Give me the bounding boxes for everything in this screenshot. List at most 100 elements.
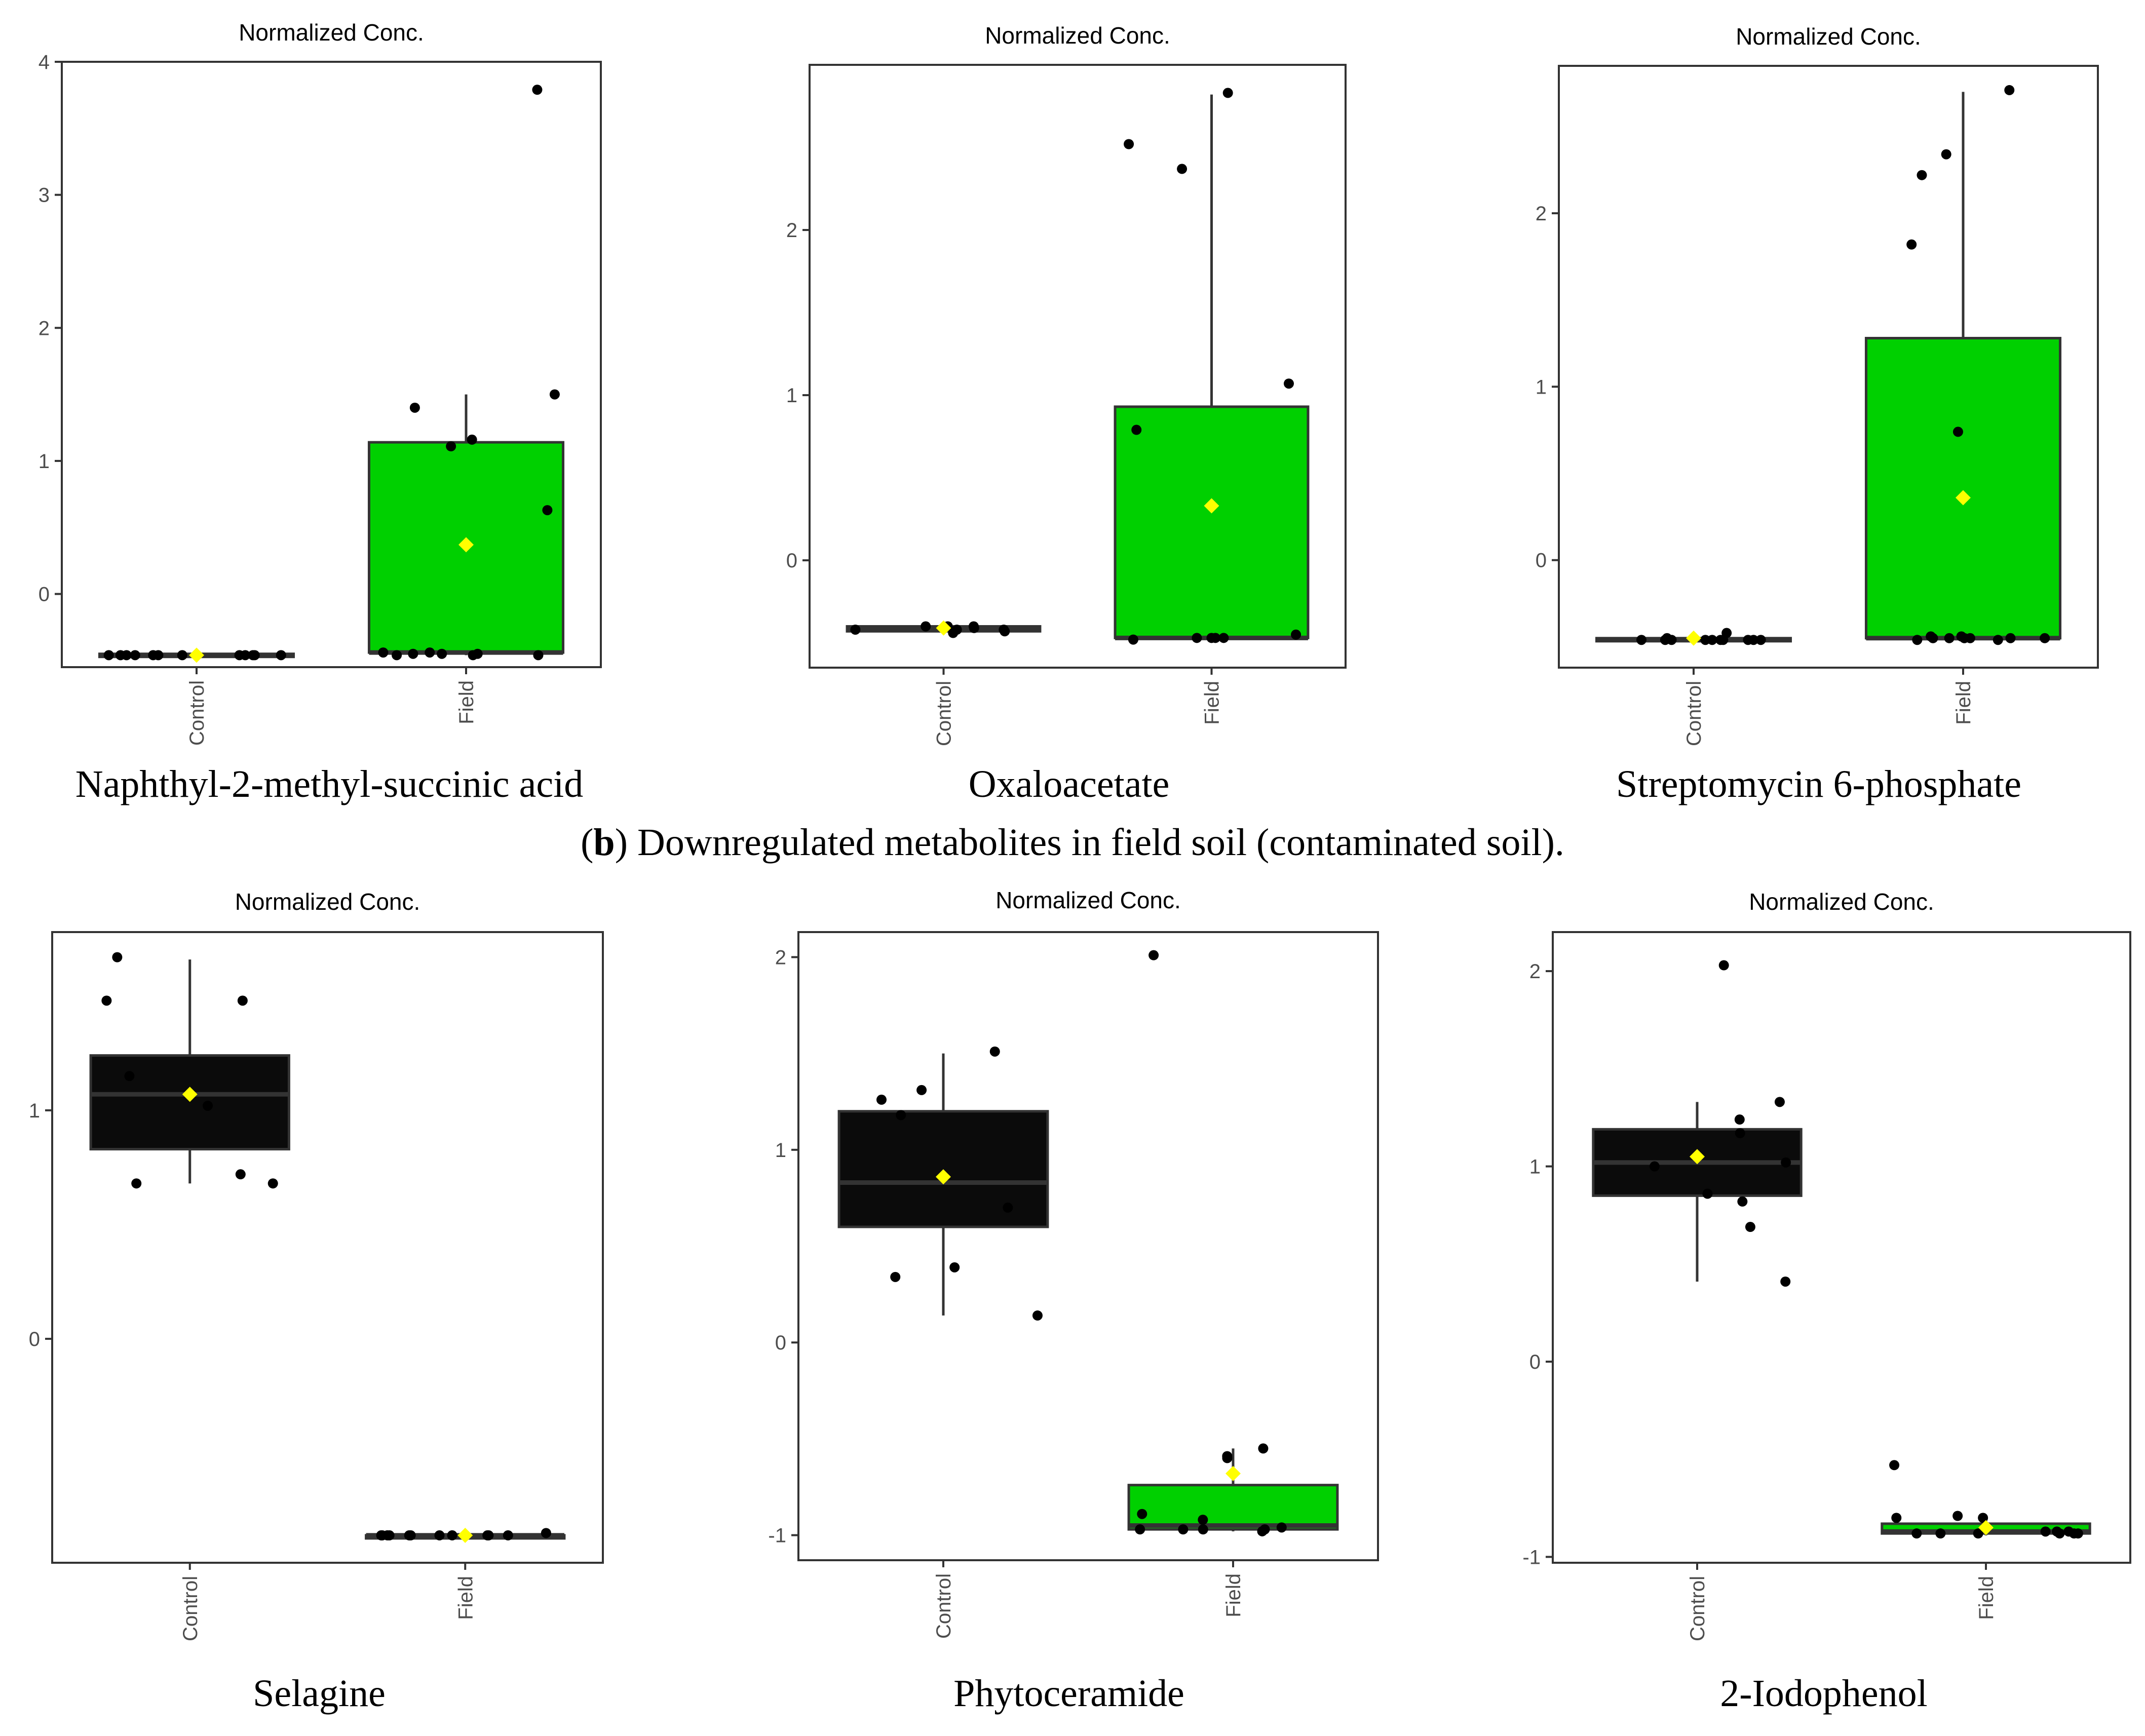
data-point-iodophenol-field xyxy=(2040,1526,2051,1537)
data-point-naphthyl-control xyxy=(121,650,132,661)
x-label-streptomycin-field: Field xyxy=(1952,681,1975,725)
data-point-oxaloacetate-control xyxy=(948,628,959,638)
data-point-streptomycin-control xyxy=(1666,635,1677,645)
y-tick-label-phytoceramide: -1 xyxy=(768,1525,786,1547)
y-tick-label-oxaloacetate: 1 xyxy=(786,384,797,407)
data-point-streptomycin-field xyxy=(1928,633,1938,643)
data-point-iodophenol-control xyxy=(1745,1222,1755,1232)
mean-marker-naphthyl-control xyxy=(189,647,204,663)
y-tick-label-streptomycin: 1 xyxy=(1536,376,1547,398)
mean-marker-oxaloacetate-field xyxy=(1204,498,1219,514)
y-tick-label-iodophenol: 2 xyxy=(1529,960,1541,983)
data-point-iodophenol-control xyxy=(1718,960,1729,971)
data-point-selagine-field xyxy=(541,1528,551,1538)
data-point-iodophenol-field xyxy=(1935,1528,1946,1539)
data-point-selagine-control xyxy=(267,1178,278,1189)
data-point-iodophenol-field xyxy=(1891,1513,1902,1523)
chart-title-phytoceramide: Normalized Conc. xyxy=(995,887,1181,913)
data-point-phytoceramide-control xyxy=(989,1046,1000,1057)
y-tick-label-selagine: 1 xyxy=(29,1100,40,1122)
data-point-naphthyl-field xyxy=(532,85,543,95)
data-point-selagine-control xyxy=(131,1178,142,1189)
data-point-naphthyl-field xyxy=(378,647,389,658)
panel-name-streptomycin: Streptomycin 6-phosphate xyxy=(1616,763,2021,805)
data-point-selagine-control xyxy=(203,1100,213,1111)
mean-marker-selagine-control xyxy=(182,1087,198,1102)
data-point-phytoceramide-control xyxy=(1003,1202,1013,1213)
mean-marker-oxaloacetate-control xyxy=(936,620,951,636)
mean-marker-phytoceramide-control xyxy=(936,1169,951,1185)
data-point-phytoceramide-control xyxy=(916,1085,927,1095)
data-point-iodophenol-control xyxy=(1734,1114,1745,1125)
y-tick-label-phytoceramide: 0 xyxy=(775,1332,786,1354)
mean-marker-iodophenol-field xyxy=(1978,1520,1994,1535)
data-point-naphthyl-field xyxy=(446,441,456,452)
data-point-selagine-control xyxy=(124,1071,135,1082)
data-point-phytoceramide-control xyxy=(876,1094,887,1105)
data-point-selagine-field xyxy=(447,1530,457,1540)
data-point-naphthyl-field xyxy=(467,434,477,445)
data-point-iodophenol-field xyxy=(1973,1528,1983,1539)
data-point-oxaloacetate-control xyxy=(850,625,861,635)
y-tick-label-oxaloacetate: 2 xyxy=(786,219,797,242)
data-point-selagine-control xyxy=(235,1169,246,1180)
y-tick-label-naphthyl: 1 xyxy=(39,450,50,473)
y-tick-label-streptomycin: 2 xyxy=(1536,203,1547,225)
data-point-streptomycin-field xyxy=(1959,633,1970,643)
data-point-naphthyl-control xyxy=(148,650,159,661)
data-point-phytoceramide-field xyxy=(1148,950,1159,960)
panel-name-oxaloacetate: Oxaloacetate xyxy=(968,763,1170,805)
data-point-naphthyl-field xyxy=(468,650,478,661)
data-point-streptomycin-field xyxy=(1941,149,1951,160)
data-point-iodophenol-field xyxy=(2073,1528,2083,1539)
data-point-naphthyl-control xyxy=(276,650,286,661)
x-label-naphthyl-control: Control xyxy=(186,680,208,746)
data-point-phytoceramide-field xyxy=(1198,1524,1208,1535)
data-point-iodophenol-field xyxy=(2054,1528,2065,1539)
data-point-streptomycin-control xyxy=(1707,635,1717,645)
y-tick-label-phytoceramide: 2 xyxy=(775,946,786,969)
data-point-iodophenol-control xyxy=(1737,1196,1748,1207)
data-point-phytoceramide-control xyxy=(949,1262,960,1272)
mean-marker-phytoceramide-field xyxy=(1225,1465,1241,1481)
data-point-iodophenol-field xyxy=(1889,1460,1900,1471)
data-point-phytoceramide-control xyxy=(1032,1310,1043,1321)
data-point-phytoceramide-field xyxy=(1198,1515,1208,1525)
data-point-phytoceramide-field xyxy=(1258,1443,1269,1454)
chart-title-naphthyl: Normalized Conc. xyxy=(239,19,424,46)
data-point-oxaloacetate-field xyxy=(1291,629,1301,640)
mean-marker-iodophenol-control xyxy=(1690,1149,1705,1165)
data-point-selagine-field xyxy=(482,1530,493,1540)
y-tick-label-naphthyl: 2 xyxy=(39,317,50,339)
data-point-iodophenol-field xyxy=(1911,1528,1922,1539)
data-point-selagine-control xyxy=(101,995,112,1006)
data-point-naphthyl-field xyxy=(533,650,544,661)
data-point-streptomycin-control xyxy=(1715,635,1726,645)
mean-marker-naphthyl-field xyxy=(458,537,474,553)
data-point-oxaloacetate-control xyxy=(921,621,931,632)
data-point-streptomycin-field xyxy=(1906,239,1917,250)
data-point-streptomycin-field xyxy=(1944,633,1955,643)
box-streptomycin-field xyxy=(1864,337,2062,640)
y-tick-label-iodophenol: -1 xyxy=(1522,1546,1541,1568)
data-point-iodophenol-control xyxy=(1649,1161,1660,1172)
chart-title-streptomycin: Normalized Conc. xyxy=(1736,23,1921,50)
data-point-phytoceramide-field xyxy=(1222,1451,1233,1461)
chart-title-oxaloacetate: Normalized Conc. xyxy=(985,22,1170,49)
plot-frame-selagine xyxy=(51,931,604,1564)
data-point-iodophenol-control xyxy=(1774,1097,1785,1107)
data-point-iodophenol-field xyxy=(2063,1526,2074,1537)
x-label-phytoceramide-control: Control xyxy=(933,1573,955,1639)
plot-frame-iodophenol xyxy=(1552,931,2131,1564)
data-point-oxaloacetate-field xyxy=(1222,88,1233,98)
x-label-phytoceramide-field: Field xyxy=(1222,1573,1245,1617)
x-label-iodophenol-field: Field xyxy=(1975,1576,1998,1620)
data-point-naphthyl-control xyxy=(240,650,251,661)
data-point-streptomycin-field xyxy=(1952,427,1963,437)
data-point-selagine-field xyxy=(434,1530,445,1540)
data-point-streptomycin-field xyxy=(1917,170,1927,180)
data-point-naphthyl-control xyxy=(248,650,258,661)
data-point-streptomycin-field xyxy=(2004,85,2015,95)
data-point-selagine-control xyxy=(112,952,123,962)
